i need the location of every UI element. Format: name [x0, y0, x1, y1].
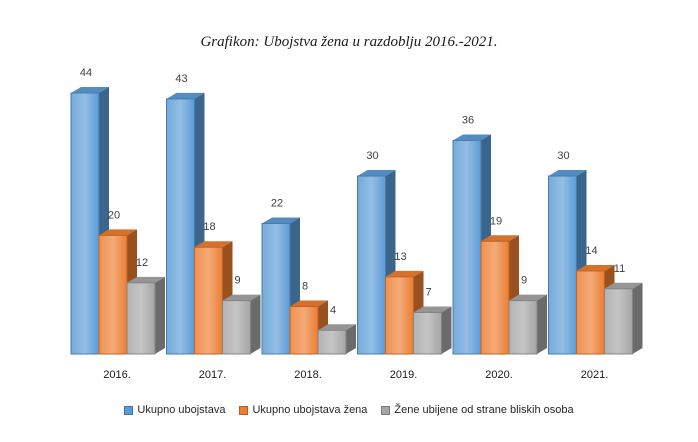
bar-front-women — [289, 306, 319, 355]
chart-plot-area: 44 20 12 2016. 43 18 9 2017. 22 8 4 2018. 30 13 7 2019.… — [70, 67, 643, 381]
bar-intimate-2018 — [317, 324, 356, 355]
bar-front-intimate — [317, 329, 347, 355]
data-label-intimate: 11 — [614, 263, 625, 275]
bar-front-total — [357, 175, 386, 355]
bar-top-women — [385, 270, 424, 277]
data-label-women: 14 — [585, 245, 597, 257]
bar-top-total — [548, 170, 587, 177]
bar-front-intimate — [413, 311, 442, 355]
data-label-intimate: 9 — [234, 275, 240, 287]
data-label-total: 43 — [175, 73, 187, 85]
bar-intimate-2016 — [126, 276, 165, 355]
legend-item-total: Ukupno ubojstava — [124, 404, 225, 416]
legend-swatch-women — [239, 405, 249, 415]
bar-top-total — [357, 170, 396, 177]
x-tick-label: 2016. — [103, 369, 131, 381]
bar-front-total — [548, 175, 577, 355]
data-label-total: 30 — [366, 150, 378, 162]
bar-top-intimate — [127, 276, 165, 283]
bar-front-intimate — [508, 300, 538, 355]
bar-top-total — [71, 87, 109, 93]
bar-front-intimate — [222, 300, 251, 355]
chart-legend: Ukupno ubojstava Ukupno ubojstava žena Ž… — [0, 404, 698, 416]
data-label-total: 30 — [557, 150, 569, 162]
data-label-intimate: 4 — [330, 304, 336, 316]
bar-side-intimate — [346, 324, 356, 354]
bar-top-intimate — [604, 282, 643, 289]
x-tick-label: 2021. — [581, 369, 609, 381]
bar-top-intimate — [509, 294, 547, 301]
data-label-women: 18 — [203, 221, 215, 233]
data-label-total: 44 — [80, 67, 92, 79]
bar-intimate-2017 — [222, 294, 261, 355]
data-label-women: 19 — [490, 215, 502, 227]
bar-top-women — [576, 264, 615, 271]
bar-top-intimate — [222, 294, 261, 301]
data-label-women: 8 — [302, 281, 308, 293]
bar-intimate-2020 — [508, 294, 547, 355]
data-label-total: 22 — [271, 198, 283, 210]
bar-top-total — [166, 92, 205, 99]
bar-side-intimate — [155, 276, 165, 354]
bar-top-women — [194, 241, 233, 248]
bar-front-women — [576, 270, 605, 355]
bar-top-total — [453, 134, 491, 141]
bar-front-total — [261, 223, 291, 355]
data-label-intimate: 9 — [521, 275, 527, 287]
bar-front-women — [385, 276, 414, 355]
bar-front-intimate — [604, 288, 633, 355]
bar-top-women — [99, 229, 137, 236]
legend-item-intimate: Žene ubijene od strane bliskih osoba — [381, 404, 574, 416]
data-label-women: 13 — [394, 251, 406, 263]
bar-front-total — [452, 139, 482, 355]
legend-item-women: Ukupno ubojstava žena — [239, 404, 367, 416]
data-label-total: 36 — [462, 114, 474, 126]
data-label-women: 20 — [108, 209, 120, 221]
bar-front-total — [166, 98, 195, 355]
bar-intimate-2019 — [413, 306, 452, 355]
bar-women-2018 — [289, 300, 328, 355]
x-tick-label: 2019. — [390, 369, 418, 381]
legend-swatch-intimate — [381, 405, 391, 415]
legend-label-total: Ukupno ubojstava — [137, 404, 226, 416]
bar-top-total — [262, 217, 300, 224]
bar-side-intimate — [250, 294, 261, 354]
bar-intimate-2021 — [604, 282, 643, 355]
bar-top-women — [290, 300, 328, 307]
legend-label-women: Ukupno ubojstava žena — [252, 404, 368, 416]
x-tick-label: 2020. — [485, 369, 513, 381]
data-label-intimate: 12 — [136, 257, 148, 269]
bar-side-intimate — [537, 294, 547, 354]
data-label-intimate: 7 — [425, 286, 431, 298]
bar-top-women — [481, 235, 519, 242]
bar-front-women — [480, 240, 510, 355]
legend-swatch-total — [124, 405, 134, 415]
x-tick-label: 2018. — [294, 369, 322, 381]
bar-top-intimate — [318, 324, 356, 331]
bar-front-women — [194, 246, 223, 355]
bar-side-intimate — [441, 306, 452, 354]
bar-total-2021 — [548, 170, 587, 355]
bar-top-intimate — [413, 306, 452, 313]
legend-label-intimate: Žene ubijene od strane bliskih osoba — [394, 404, 574, 416]
x-tick-label: 2017. — [199, 369, 227, 381]
chart-title: Grafikon: Ubojstva žena u razdoblju 2016… — [200, 34, 498, 50]
bar-front-intimate — [126, 282, 156, 355]
bar-front-total — [70, 92, 100, 355]
bar-side-intimate — [632, 282, 643, 354]
bar-front-women — [98, 234, 128, 355]
